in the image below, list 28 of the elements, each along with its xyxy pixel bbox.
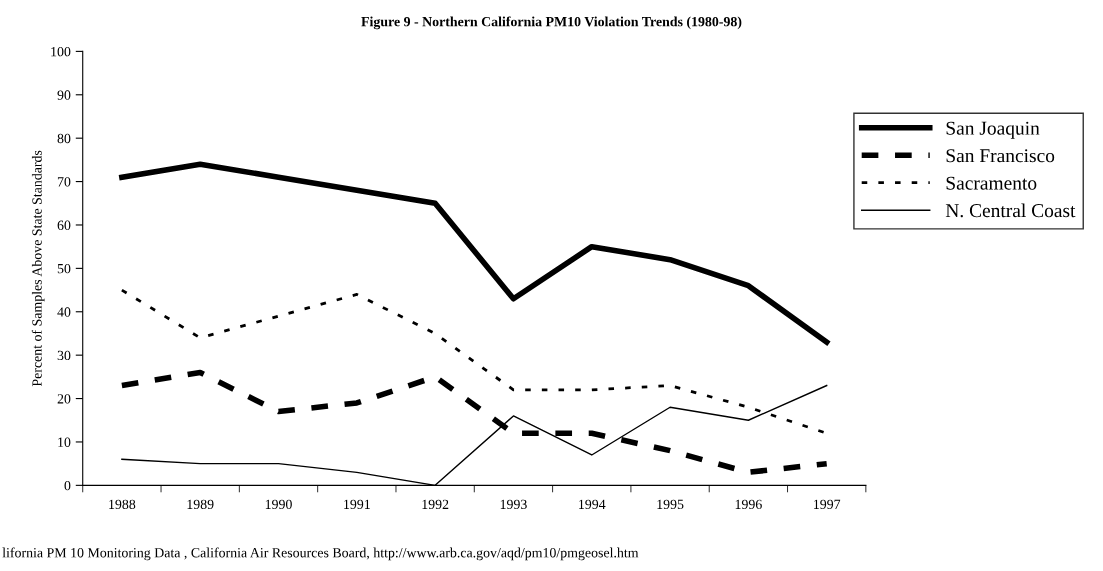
y-tick-label: 20	[57, 394, 71, 404]
x-tick-label: 1995	[657, 499, 684, 510]
y-tick-label: 40	[57, 307, 71, 317]
x-tick-label: 1991	[344, 499, 370, 510]
x-tick-label: 1990	[265, 499, 292, 510]
text: lifornia PM 10 Monitoring Data , California Air Resources Board, http://www.arb.ca.gov/aqd/pm10/pmgeosel.htm	[2, 547, 639, 561]
x-tick-label: 1997	[814, 499, 841, 510]
legend-label: Sacramento	[946, 176, 1037, 190]
x-tick-label: 1989	[187, 499, 214, 510]
x-tick-label: 1988	[109, 499, 136, 510]
y-tick-label: 10	[58, 437, 71, 447]
y-tick-label: 0	[64, 480, 71, 491]
y-tick-label: 80	[57, 133, 71, 144]
y-tick-label: 50	[57, 263, 71, 274]
y-tick-label: 30	[57, 350, 71, 361]
y-tick-label: 90	[57, 90, 71, 100]
legend-label: N. Central Coast	[945, 203, 1076, 218]
x-tick-label: 1993	[500, 499, 527, 510]
chart-title: Figure 9 - Northern California PM10 Violation Trends (1980-98)	[361, 16, 742, 30]
y-tick-label: 100	[51, 46, 71, 57]
legend-label: San Joaquin	[946, 121, 1040, 139]
x-tick-label: 1994	[579, 499, 606, 510]
x-tick-label: 1992	[422, 499, 449, 510]
y-tick-label: 60	[57, 220, 71, 230]
legend-label: San Francisco	[946, 149, 1055, 163]
y-tick-label: 70	[57, 177, 71, 187]
x-tick-label: 1996	[735, 499, 762, 510]
y-axis-title: Percent of Samples Above State Standards	[31, 150, 45, 387]
